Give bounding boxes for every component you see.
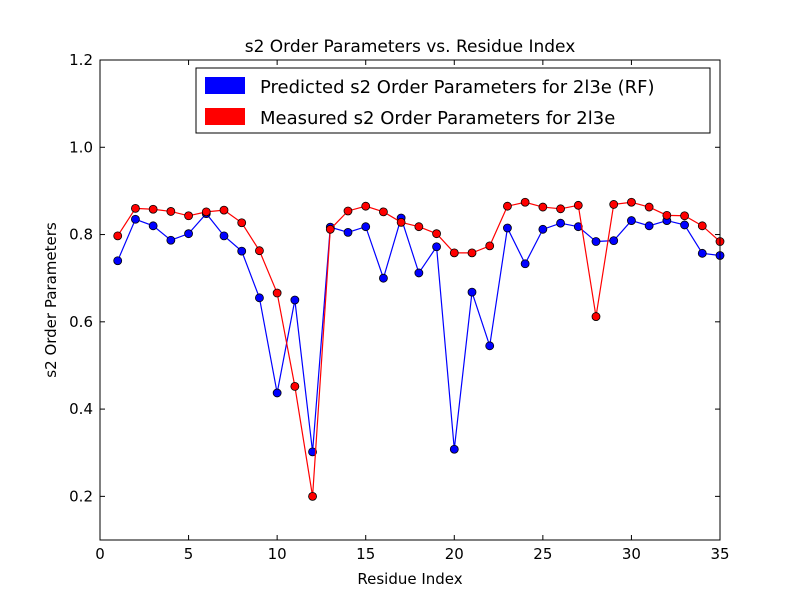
data-point-1 [485,241,495,251]
data-point-0 [219,231,229,241]
data-point-1 [591,312,601,321]
data-point-1 [520,197,530,207]
data-point-1 [308,491,317,501]
x-tick-label: 0 [95,545,105,563]
x-tick-label: 5 [184,545,194,563]
data-point-0 [131,214,140,224]
data-point-1 [503,201,512,211]
data-point-1 [556,204,565,214]
y-tick-label: 0.4 [69,400,93,418]
y-tick-label: 1.0 [69,138,93,156]
data-point-1 [432,229,441,239]
data-point-1 [148,204,158,214]
data-point-1 [573,200,583,210]
data-point-0 [538,224,548,234]
data-point-1 [379,207,388,217]
data-point-1 [255,246,264,256]
data-point-1 [343,206,353,216]
data-point-0 [432,242,441,252]
plot-area: 0 5 10 15 20 25 30 35 0.2 0.4 0.6 0.8 1.0 1.2 [69,51,729,563]
data-point-0 [272,388,282,398]
x-tick-label: 20 [445,545,464,563]
data-point-1 [325,224,335,234]
data-point-0 [485,341,495,351]
series-layer [113,197,725,501]
ticks-layer: 0 5 10 15 20 25 30 35 0.2 0.4 0.6 0.8 1.0 1.2 [69,51,729,563]
series-0 [113,209,725,457]
data-point-1 [201,207,211,217]
data-point-1 [237,218,247,228]
series-line-1 [117,201,721,497]
data-point-0 [680,220,689,230]
data-point-0 [627,216,636,225]
data-point-0 [308,447,317,457]
chart-title: s2 Order Parameters vs. Residue Index [245,37,576,57]
data-point-0 [148,221,158,231]
data-point-0 [343,227,353,237]
x-tick-label: 30 [622,545,641,563]
x-tick-label: 15 [356,545,375,563]
data-point-1 [697,221,707,231]
data-point-1 [361,201,371,211]
x-tick-label: 10 [268,545,287,563]
data-point-0 [520,259,530,269]
data-point-1 [609,200,619,209]
data-point-0 [644,221,654,231]
data-point-0 [591,237,601,246]
legend: Predicted s2 Order Parameters for 2l3e (… [195,67,711,134]
data-point-1 [449,248,459,258]
series-line-0 [117,212,721,452]
data-point-0 [697,248,707,258]
data-point-1 [414,222,424,232]
data-point-1 [166,207,176,216]
data-point-1 [131,203,140,213]
y-tick-label: 1.2 [69,51,93,69]
data-point-1 [396,217,406,227]
data-point-0 [503,223,512,233]
data-point-1 [219,205,229,215]
y-axis-label: s2 Order Parameters [42,222,60,378]
legend-box [195,67,711,134]
data-point-1 [272,288,282,298]
data-point-0 [414,268,424,278]
data-point-1 [538,202,548,212]
data-point-0 [184,229,193,239]
data-point-0 [237,246,247,256]
data-point-0 [556,218,565,228]
data-point-0 [449,444,459,454]
data-point-1 [290,381,300,391]
data-point-0 [113,256,123,266]
x-tick-label: 35 [710,545,729,563]
data-point-1 [113,231,123,241]
data-point-0 [379,273,388,283]
legend-label-predicted: Predicted s2 Order Parameters for 2l3e (… [260,77,654,98]
data-point-0 [255,293,264,303]
y-tick-label: 0.8 [69,226,93,244]
data-point-0 [290,295,300,305]
data-point-1 [184,211,193,221]
data-point-0 [166,235,176,245]
y-tick-label: 0.6 [69,313,93,331]
legend-swatch-predicted [205,77,245,94]
x-axis-label: Residue Index [357,570,462,588]
x-tick-label: 25 [533,545,552,563]
data-point-1 [644,202,654,212]
y-tick-label: 0.2 [69,487,93,505]
data-point-0 [609,236,619,246]
data-point-1 [662,210,672,220]
data-point-1 [627,197,636,207]
plot-frame [99,59,721,541]
legend-swatch-measured [205,108,245,125]
legend-label-measured: Measured s2 Order Parameters for 2l3e [260,108,615,129]
series-1 [113,197,725,501]
data-point-1 [680,211,689,221]
data-point-1 [467,248,477,258]
data-point-0 [467,287,477,297]
data-point-0 [361,222,371,232]
